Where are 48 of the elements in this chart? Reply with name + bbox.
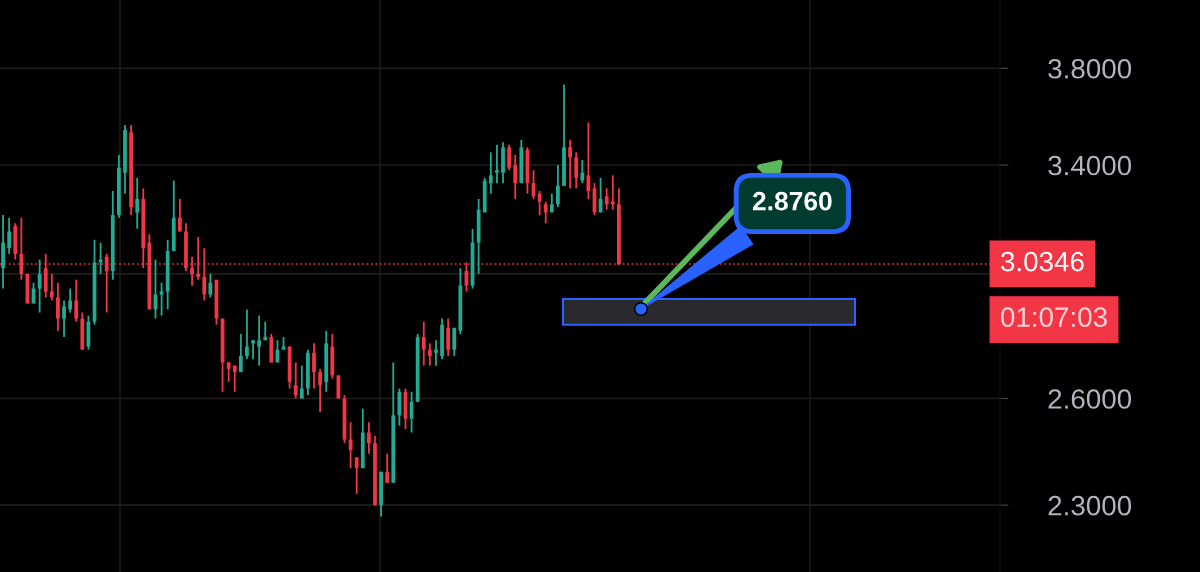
candlestick (513, 153, 518, 200)
candlestick (543, 200, 548, 225)
candlestick (49, 273, 54, 302)
candlestick (37, 258, 42, 314)
candlestick (238, 333, 243, 374)
candlestick (556, 164, 560, 208)
candlestick (62, 299, 66, 339)
candlestick (568, 138, 572, 190)
y-tick-label: 3.4000 (1048, 155, 1132, 176)
candlestick (354, 456, 359, 495)
candlestick (7, 216, 12, 255)
candlestick (580, 159, 585, 185)
candlestick (452, 326, 457, 357)
candlestick (251, 339, 255, 361)
candlestick (427, 342, 432, 367)
candlestick (434, 339, 438, 367)
candlestick (397, 387, 402, 427)
candlestick (385, 452, 390, 484)
candlestick (574, 151, 579, 190)
candlestick (318, 367, 322, 413)
y-tick-label: 3.8000 (1048, 58, 1132, 79)
ref-line-label: 3.0346 (1001, 251, 1084, 272)
candlestick (226, 361, 231, 383)
candlestick (446, 317, 451, 357)
candlestick (245, 308, 249, 361)
candlestick (177, 198, 182, 233)
candlestick (202, 247, 207, 302)
candlestick (56, 281, 60, 332)
candlestick (74, 278, 79, 323)
candlestick (257, 314, 262, 367)
y-tick-label: 2.3000 (1048, 495, 1132, 516)
candlestick (208, 273, 213, 299)
candlestick (68, 287, 73, 314)
candlestick (495, 143, 499, 185)
candlestick (232, 364, 237, 393)
candlestick (488, 151, 493, 195)
candlestick (537, 190, 542, 216)
candlestick (507, 143, 512, 172)
candlestick (312, 342, 316, 390)
candlestick (604, 187, 609, 211)
candlestick (135, 177, 140, 230)
text: 01:07:03 (1001, 307, 1107, 327)
candlestick (293, 361, 298, 400)
candlestick (367, 421, 371, 455)
annotation: 2.8760 (752, 191, 832, 211)
candlestick (299, 364, 304, 400)
candlestick (421, 320, 426, 367)
y-tick-label: 2.6000 (1048, 389, 1132, 409)
